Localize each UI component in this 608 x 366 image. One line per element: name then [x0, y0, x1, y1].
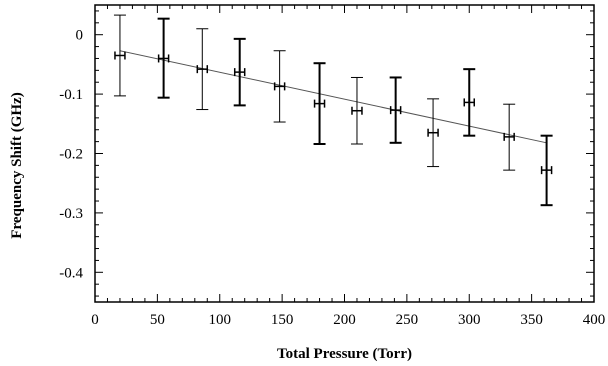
y-tick-labels: 0 -0.1 -0.2 -0.3 -0.4 [59, 28, 83, 282]
data-point [503, 103, 516, 171]
y-tick-label: 0 [76, 28, 84, 44]
x-tick-label: 250 [396, 312, 419, 328]
x-tick-label: 0 [91, 312, 99, 328]
fit-line [119, 50, 547, 144]
data-point [350, 76, 363, 145]
data-points [113, 14, 553, 207]
data-point [233, 37, 246, 107]
x-tick-label: 50 [150, 312, 165, 328]
x-tick-label: 400 [583, 312, 606, 328]
data-point [540, 134, 553, 207]
data-point [463, 68, 476, 137]
data-point [157, 17, 170, 99]
plot-frame [94, 4, 595, 303]
y-tick-label: -0.4 [59, 265, 83, 281]
x-tick-label: 300 [458, 312, 481, 328]
data-point [273, 50, 286, 123]
data-point [196, 28, 209, 111]
y-axis-title: Frequency Shift (GHz) [9, 92, 25, 238]
y-tick-label: -0.1 [59, 87, 83, 103]
axis-ticks [94, 5, 595, 302]
x-axis-title: Total Pressure (Torr) [277, 346, 412, 362]
x-tick-label: 100 [209, 312, 232, 328]
data-point [389, 76, 402, 144]
x-tick-labels: 0 50 100 150 200 250 300 350 400 [91, 312, 605, 328]
x-tick-label: 150 [271, 312, 294, 328]
fit-line-layer [119, 50, 547, 144]
y-tick-label: -0.3 [59, 206, 83, 222]
data-point [427, 98, 440, 168]
data-point [113, 14, 126, 97]
x-tick-label: 350 [520, 312, 543, 328]
y-tick-label: -0.2 [59, 147, 83, 163]
x-tick-label: 200 [333, 312, 356, 328]
data-point [313, 62, 326, 145]
